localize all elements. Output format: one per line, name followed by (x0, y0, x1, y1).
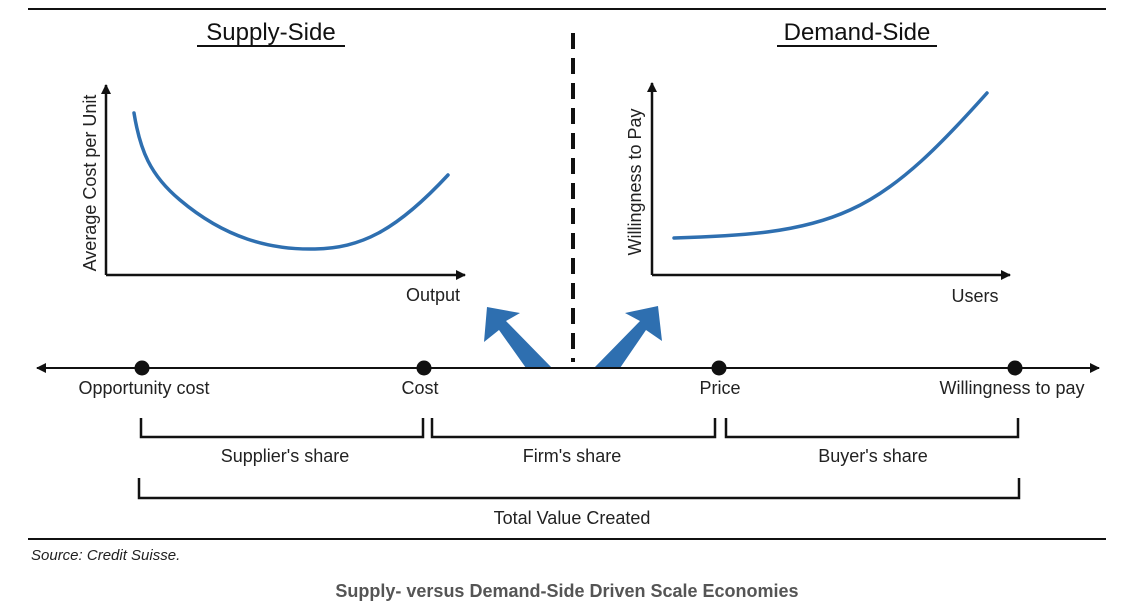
supply-y-axis-label: Average Cost per Unit (80, 95, 100, 272)
source-note: Source: Credit Suisse. (31, 547, 180, 564)
figure-caption: Supply- versus Demand-Side Driven Scale … (335, 581, 798, 601)
share-brackets: Supplier's share Firm's share Buyer's sh… (137, 418, 1021, 528)
demand-side-arrow-icon (594, 306, 662, 368)
supplier-share-label: Supplier's share (221, 446, 350, 466)
price-label: Price (699, 378, 740, 398)
value-number-line: Opportunity cost Cost Price Willingness … (36, 360, 1100, 398)
firm-share-bracket (430, 418, 717, 439)
total-value-bracket (137, 478, 1021, 500)
willingness-to-pay-dot (1007, 360, 1023, 376)
buyer-share-label: Buyer's share (818, 446, 928, 466)
firm-share-label: Firm's share (523, 446, 621, 466)
cost-dot (416, 360, 432, 376)
supplier-share-bracket (139, 418, 425, 439)
supply-side-title: Supply-Side (206, 19, 335, 46)
demand-x-axis-label: Users (951, 286, 998, 306)
supply-side-arrow-icon (484, 307, 552, 368)
demand-side-panel: Demand-Side Willingness to Pay Users (625, 19, 1011, 306)
cost-label: Cost (401, 378, 438, 398)
opportunity-cost-dot (134, 360, 150, 376)
buyer-share-bracket (724, 418, 1020, 439)
average-cost-curve (132, 111, 450, 251)
total-value-label: Total Value Created (494, 508, 651, 528)
willingness-to-pay-curve (672, 91, 989, 240)
willingness-to-pay-label: Willingness to pay (939, 378, 1084, 398)
price-dot (711, 360, 727, 376)
supply-side-panel: Supply-Side Average Cost per Unit Output (80, 19, 466, 305)
opportunity-cost-label: Opportunity cost (78, 378, 209, 398)
demand-side-title: Demand-Side (784, 19, 931, 46)
supply-x-axis-label: Output (406, 285, 460, 305)
demand-y-axis-label: Willingness to Pay (625, 108, 645, 255)
